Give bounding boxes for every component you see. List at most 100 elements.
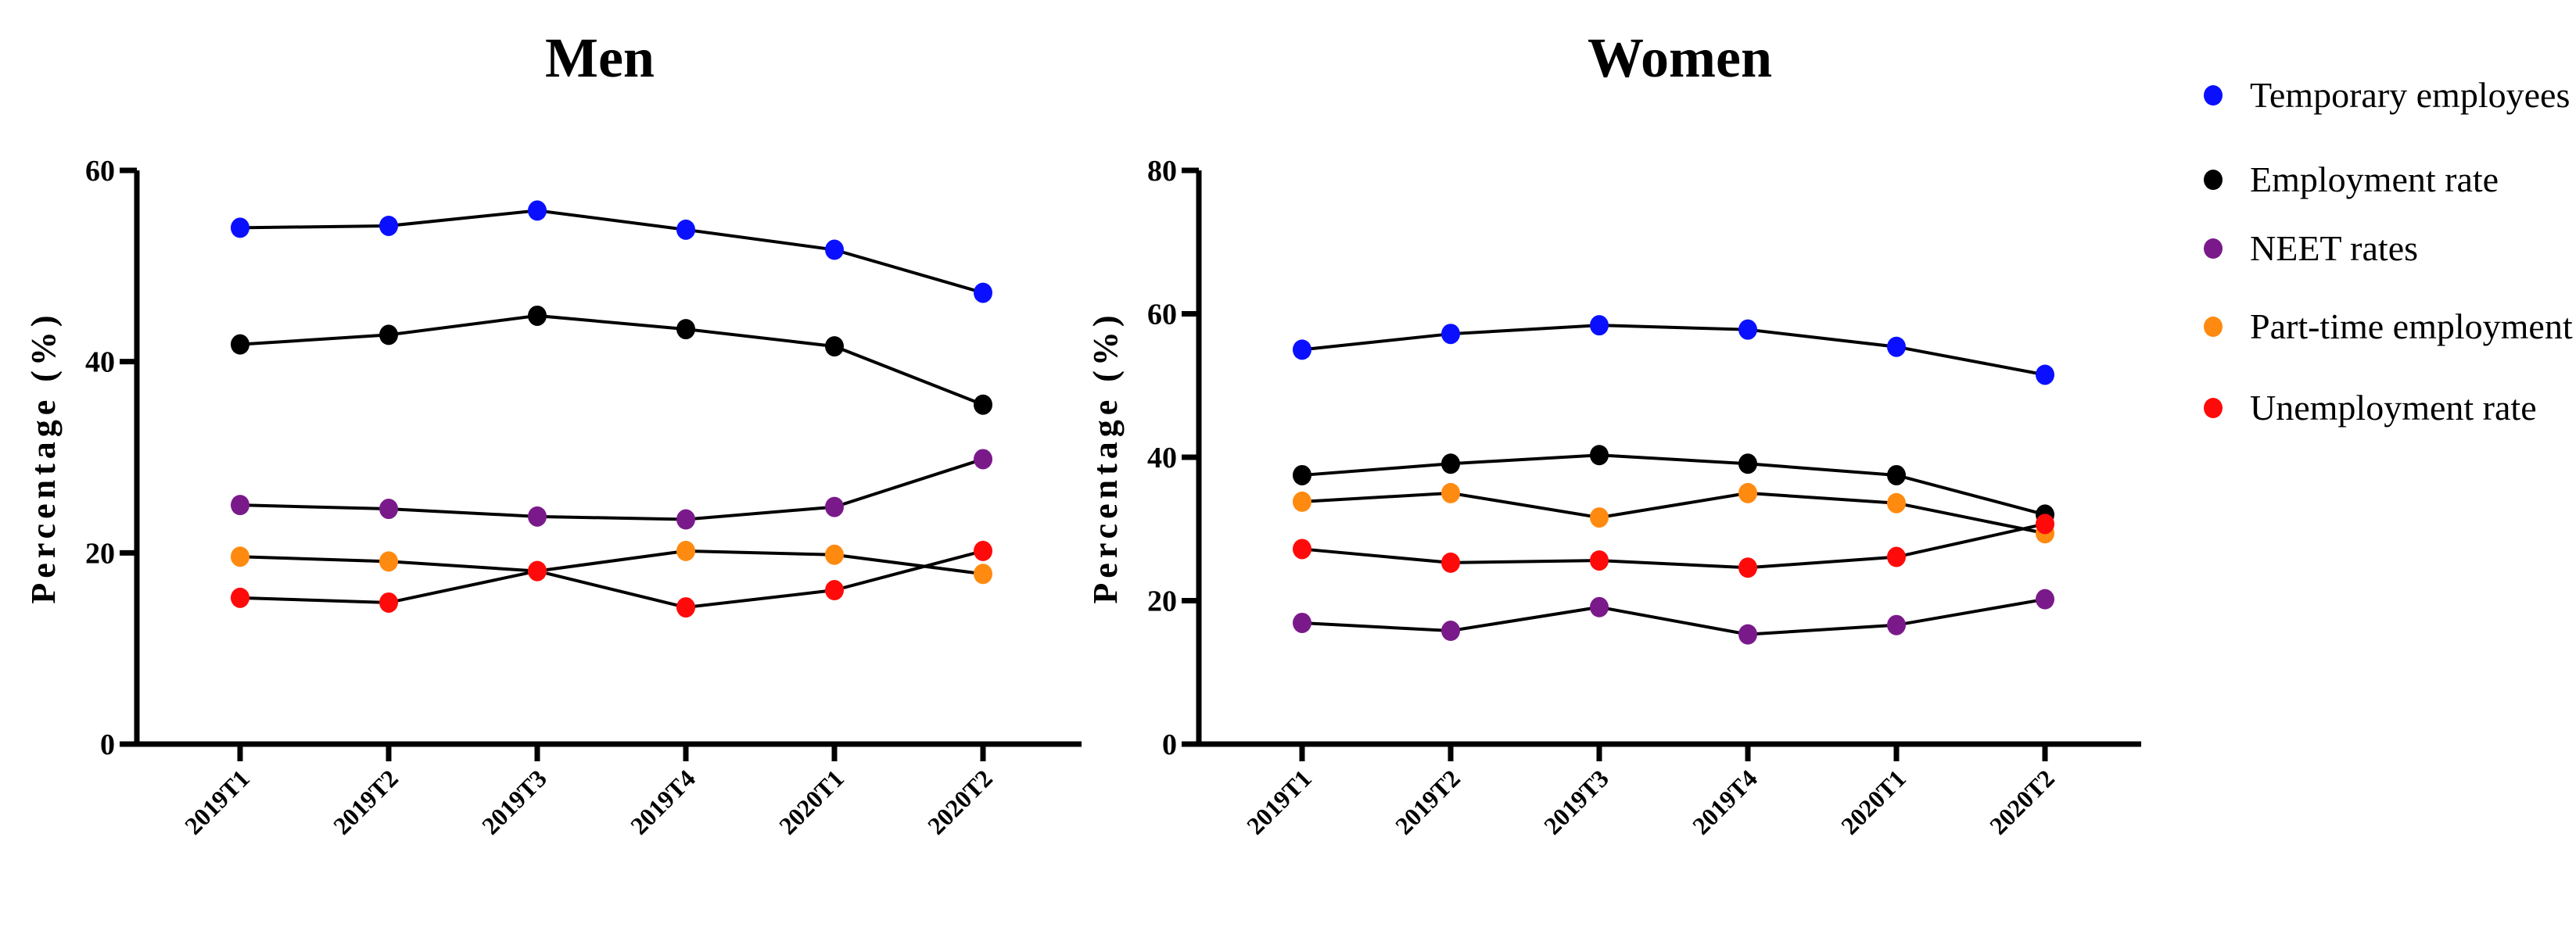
x-tick-label-women: 2020T1 <box>1835 764 1911 839</box>
legend-marker <box>2204 398 2223 418</box>
legend: Temporary employees Employment rate NEET r… <box>2204 75 2573 428</box>
legend-label: NEET rates <box>2250 228 2418 268</box>
data-point-men-2 <box>825 496 844 517</box>
data-point-men-0 <box>974 282 992 303</box>
data-point-women-3 <box>1738 482 1757 503</box>
data-point-men-1 <box>231 334 249 355</box>
data-point-women-0 <box>1441 324 1460 345</box>
data-point-women-0 <box>1887 336 1906 357</box>
data-point-men-3 <box>974 564 992 585</box>
data-point-women-4 <box>1590 550 1609 571</box>
data-point-women-0 <box>1738 319 1757 340</box>
data-point-women-0 <box>2036 364 2054 385</box>
data-point-women-3 <box>1590 507 1609 528</box>
data-point-women-4 <box>1887 546 1906 567</box>
data-point-men-2 <box>676 509 695 530</box>
y-tick-label-women: 0 <box>1162 728 1177 761</box>
chart-men: Men Percentage (%) 0 20 40 60 2019T1 2019T2 2019… <box>24 27 1082 840</box>
data-point-women-3 <box>1293 491 1311 512</box>
data-point-men-4 <box>974 540 992 561</box>
legend-label: Unemployment rate <box>2250 388 2537 428</box>
x-tick-label-men: 2019T1 <box>179 764 255 839</box>
y-tick-label-men: 40 <box>85 346 115 379</box>
legend-marker <box>2204 317 2223 337</box>
data-point-men-0 <box>528 200 547 221</box>
data-point-women-4 <box>1738 557 1757 578</box>
y-tick-label-men: 60 <box>85 155 115 188</box>
data-point-women-3 <box>1441 482 1460 503</box>
x-tick-label-men: 2019T4 <box>625 764 701 839</box>
data-point-women-4 <box>1441 552 1460 573</box>
x-tick-label-women: 2019T1 <box>1241 764 1317 839</box>
legend-label: Temporary employees <box>2250 75 2570 115</box>
series-line-women-4 <box>1301 522 2046 570</box>
data-point-women-2 <box>1293 612 1311 633</box>
data-point-women-1 <box>1293 464 1311 485</box>
data-point-men-4 <box>231 587 249 608</box>
data-point-women-1 <box>1738 453 1757 474</box>
data-point-men-0 <box>676 219 695 240</box>
data-point-women-0 <box>1590 315 1609 336</box>
series-line-women-0 <box>1301 324 2046 377</box>
data-point-men-4 <box>379 592 398 613</box>
legend-marker <box>2204 170 2223 190</box>
data-point-men-0 <box>825 239 844 260</box>
data-point-women-2 <box>2036 589 2054 610</box>
data-point-men-1 <box>825 336 844 357</box>
x-tick-label-women: 2019T2 <box>1390 764 1466 839</box>
data-point-women-4 <box>1293 539 1311 560</box>
data-point-men-4 <box>825 580 844 601</box>
series-line-men-1 <box>239 313 984 406</box>
data-point-men-0 <box>231 217 249 238</box>
data-point-women-2 <box>1887 614 1906 635</box>
x-tick-label-men: 2019T2 <box>328 764 404 839</box>
data-point-men-2 <box>231 495 249 516</box>
series-line-women-1 <box>1301 453 2046 517</box>
data-point-men-0 <box>379 215 398 236</box>
series-line-men-2 <box>239 457 984 521</box>
data-point-women-0 <box>1293 339 1311 360</box>
chart-women: Women Percentage (%) 0 20 40 60 80 2019T1 2019T2… <box>1086 27 2141 840</box>
data-point-women-2 <box>1590 596 1609 617</box>
chart-title-men: Men <box>545 27 655 89</box>
data-point-men-1 <box>528 305 547 326</box>
data-point-men-3 <box>231 546 249 567</box>
data-point-women-1 <box>1441 453 1460 474</box>
data-point-men-3 <box>676 540 695 561</box>
data-point-men-3 <box>825 544 844 565</box>
data-point-women-1 <box>1887 464 1906 485</box>
x-tick-label-women: 2020T2 <box>1984 764 2060 839</box>
chart-title-women: Women <box>1588 27 1772 89</box>
y-tick-label-women: 60 <box>1147 299 1177 331</box>
legend-label: Employment rate <box>2250 159 2499 199</box>
x-tick-label-women: 2019T4 <box>1687 764 1763 839</box>
data-point-women-3 <box>1887 492 1906 514</box>
x-tick-label-men: 2020T1 <box>773 764 849 839</box>
data-point-men-3 <box>379 551 398 572</box>
y-axis-label-men: Percentage (%) <box>24 310 63 603</box>
data-point-men-1 <box>379 324 398 345</box>
x-tick-label-men: 2019T3 <box>476 764 552 839</box>
data-point-men-1 <box>974 394 992 415</box>
y-axis-label-women: Percentage (%) <box>1086 310 1125 603</box>
y-tick-label-men: 20 <box>85 537 115 570</box>
legend-marker <box>2204 238 2223 259</box>
series-line-women-2 <box>1301 597 2046 636</box>
y-tick-label-women: 20 <box>1147 585 1177 618</box>
data-point-men-2 <box>974 449 992 470</box>
data-point-women-2 <box>1738 624 1757 645</box>
data-point-women-2 <box>1441 621 1460 642</box>
series-line-men-0 <box>239 209 984 295</box>
series-line-women-3 <box>1301 491 2046 535</box>
x-tick-label-men: 2020T2 <box>922 764 998 839</box>
legend-label: Part-time employment <box>2250 306 2573 346</box>
x-tick-label-women: 2019T3 <box>1538 764 1614 839</box>
data-point-men-4 <box>676 597 695 618</box>
legend-marker <box>2204 85 2223 106</box>
data-point-men-2 <box>528 506 547 527</box>
data-point-men-2 <box>379 499 398 520</box>
y-tick-label-men: 0 <box>100 728 115 761</box>
data-point-men-1 <box>676 319 695 340</box>
series-line-men-3 <box>239 549 984 576</box>
